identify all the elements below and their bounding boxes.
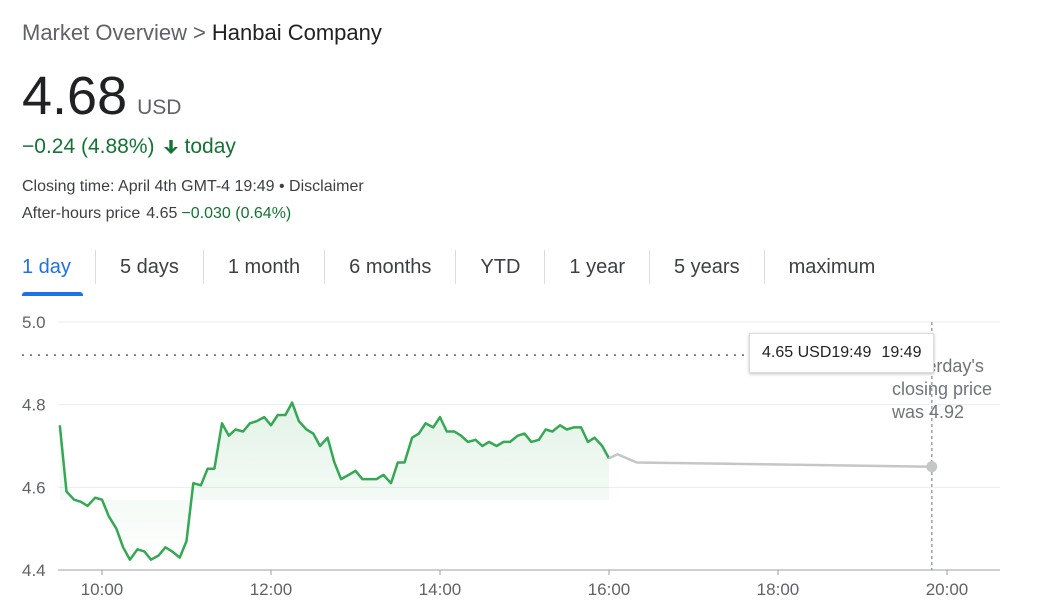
currency-label: USD [137, 96, 182, 119]
after-hours-row: After-hours price 4.65 −0.030 (0.64%) [22, 205, 291, 223]
y-tick-label: 5.0 [22, 313, 46, 332]
x-tick-label: 18:00 [757, 580, 800, 599]
after-hours-change: −0.030 (0.64%) [181, 205, 292, 222]
price-change: −0.24 (4.88%) today [22, 135, 236, 159]
tab-1-year[interactable]: 1 year [569, 256, 625, 278]
breadcrumb-separator: > [193, 20, 206, 45]
previous-close-note-line: closing price [892, 379, 992, 399]
price-display: 4.68 USD [22, 64, 181, 128]
chart-tooltip: 4.65 USD 19:49 19:49 [749, 333, 935, 373]
tab-5-days[interactable]: 5 days [119, 256, 179, 278]
tab-1-month[interactable]: 1 month [227, 256, 301, 278]
y-tick-label: 4.8 [22, 396, 46, 415]
breadcrumb-market-overview-link[interactable]: Market Overview [22, 20, 188, 45]
price-change-value: −0.24 (4.88%) [22, 135, 155, 158]
x-tick-label: 14:00 [419, 580, 462, 599]
regular-session-line [58, 401, 611, 561]
tooltip-time-secondary: 19:49 [881, 344, 922, 361]
after-hours-line [608, 453, 932, 468]
tab-divider [94, 250, 96, 284]
previous-close-note-line: was 4.92 [891, 402, 964, 422]
x-tick-label: 20:00 [926, 580, 969, 599]
closing-time: Closing time: April 4th GMT-4 19:49 • Di… [22, 178, 364, 195]
breadcrumb-current: Hanbai Company [211, 20, 382, 45]
tab-5-years[interactable]: 5 years [674, 256, 740, 278]
arrow-down-icon [161, 137, 181, 157]
chart-lines [22, 322, 938, 570]
tab-divider [544, 250, 546, 284]
x-tick-label: 10:00 [81, 580, 124, 599]
tab-divider [455, 250, 457, 284]
tab-maximum[interactable]: maximum [788, 256, 876, 278]
tab-divider [763, 250, 765, 284]
chart-labels: 5.0 4.8 4.6 4.4 10:00 12:00 14:00 16:00 18:00 20:… [22, 313, 992, 599]
hover-point [926, 461, 938, 473]
price-chart[interactable]: 5.0 4.8 4.6 4.4 10:00 12:00 14:00 16:00 18:00 20:… [0, 300, 1038, 610]
regular-session-area [59, 402, 609, 560]
y-tick-label: 4.4 [22, 561, 46, 580]
tooltip-price: 4.65 USD [762, 344, 832, 361]
tab-ytd[interactable]: YTD [480, 256, 521, 278]
x-tick-label: 12:00 [250, 580, 293, 599]
after-hours-price: 4.65 [146, 205, 178, 222]
price-change-period: today [184, 135, 236, 158]
tab-divider [649, 250, 650, 284]
chart-area-fill [59, 402, 609, 560]
tab-1-day[interactable]: 1 day [10, 248, 83, 296]
x-tick-label: 16:00 [588, 580, 631, 599]
breadcrumb: Market Overview > Hanbai Company [22, 20, 382, 46]
after-hours-label: After-hours price [22, 205, 141, 222]
stock-price: 4.68 [22, 66, 128, 126]
tab-divider [202, 250, 204, 284]
tab-6-months[interactable]: 6 months [349, 256, 432, 278]
tab-divider [324, 250, 326, 284]
time-range-tabs: 1 day 5 days 1 month 6 months YTD 1 year… [10, 248, 887, 296]
y-tick-label: 4.6 [22, 478, 46, 497]
tooltip-time: 19:49 [831, 344, 872, 361]
